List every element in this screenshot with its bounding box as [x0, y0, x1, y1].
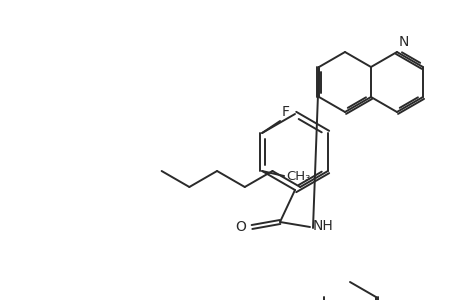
Text: N: N	[398, 35, 409, 49]
Text: O: O	[235, 220, 246, 234]
Text: NH: NH	[312, 219, 333, 233]
Text: CH₃: CH₃	[285, 169, 310, 182]
Text: F: F	[281, 105, 290, 119]
